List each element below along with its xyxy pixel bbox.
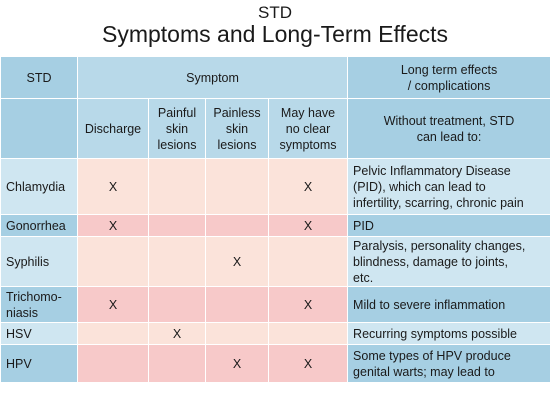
table-row: Syphilis X Paralysis, personality changes,…: [0, 236, 550, 287]
effect-line: Mild to severe inflammation: [353, 297, 506, 312]
header-effects-sub-line1: Without treatment, STD: [383, 113, 515, 128]
header-effects-sub-line2: can lead to:: [416, 129, 482, 144]
header-col-line: Painful: [157, 105, 197, 120]
std-name-cell: HPV: [0, 344, 78, 383]
std-name-cell: Trichomo-niasis: [0, 286, 78, 323]
effect-cell: Recurring symptoms possible: [347, 322, 550, 345]
header-std-blank: [0, 98, 78, 159]
table-row: HSV X Recurring symptoms possible: [0, 322, 550, 345]
effect-text: Pelvic Inflammatory Disease (PID), which …: [353, 163, 546, 211]
std-name: Gonorrhea: [6, 218, 66, 233]
header-col-line: skin: [225, 121, 249, 136]
header-effects-line2: / complications: [407, 78, 491, 93]
effect-cell: PID: [347, 214, 550, 237]
header-col-painless: Painless skin lesions: [205, 98, 269, 159]
symptom-cell-discharge: X: [77, 158, 149, 215]
header-row-2: Discharge Painful skin lesions Painless ski…: [0, 98, 550, 159]
header-effects-line1: Long term effects: [400, 62, 498, 77]
symptom-cell-noclear: X: [267, 344, 349, 383]
symptom-cell-painful: [148, 344, 206, 383]
effect-text: PID: [353, 218, 546, 234]
symptom-cell-painful: [148, 214, 206, 237]
effect-line: blindness, damage to joints,: [353, 254, 509, 269]
header-col-line: lesions: [157, 137, 197, 152]
table-row: Gonorrhea X X PID: [0, 214, 550, 237]
header-col-line: lesions: [217, 137, 257, 152]
header-col-line: symptoms: [279, 137, 337, 152]
symptom-cell-painful: [148, 158, 206, 215]
effect-line: Recurring symptoms possible: [353, 326, 517, 341]
std-name: niasis: [6, 305, 38, 320]
symptom-cell-discharge: X: [77, 286, 149, 323]
symptom-cell-discharge: X: [77, 214, 149, 237]
std-name: HSV: [6, 326, 32, 341]
table-row: Chlamydia X X Pelvic Inflammatory Disease (P…: [0, 158, 550, 215]
effect-line: genital warts; may lead to: [353, 364, 495, 379]
symptom-cell-discharge: [77, 322, 149, 345]
effect-line: Some types of HPV produce: [353, 348, 511, 363]
page-supertitle: STD: [258, 3, 292, 22]
effect-line: Paralysis, personality changes,: [353, 238, 526, 253]
header-std: STD: [0, 56, 78, 99]
header-col-line: skin: [165, 121, 189, 136]
page-title: Symptoms and Long-Term Effects: [102, 21, 448, 47]
header-col-line: Discharge: [84, 121, 142, 136]
symptom-cell-noclear: X: [267, 214, 349, 237]
symptom-cell-noclear: X: [267, 158, 349, 215]
table-row: HPV X X Some types of HPV produce genital wa…: [0, 344, 550, 383]
symptom-cell-painless: X: [205, 236, 269, 287]
symptom-cell-noclear: [267, 322, 349, 345]
header-effects: Long term effects / complications: [347, 56, 550, 99]
header-col-line: no clear: [285, 121, 331, 136]
header-col-painful: Painful skin lesions: [148, 98, 206, 159]
std-table: STD Symptom Long term effects / complica…: [0, 56, 550, 383]
effect-cell: Mild to severe inflammation: [347, 286, 550, 323]
effect-text: Some types of HPV produce genital warts; …: [353, 348, 546, 380]
std-name: Chlamydia: [6, 179, 66, 194]
effect-cell: Pelvic Inflammatory Disease (PID), which …: [347, 158, 550, 215]
effect-line: PID: [353, 218, 374, 233]
symptom-cell-discharge: [77, 344, 149, 383]
effect-line: infertility, scarring, chronic pain: [353, 195, 524, 210]
symptom-cell-painless: X: [205, 344, 269, 383]
symptom-cell-noclear: [267, 236, 349, 287]
std-name: HPV: [6, 356, 32, 371]
std-name-cell: HSV: [0, 322, 78, 345]
effect-line: etc.: [353, 270, 374, 285]
symptom-cell-painless: [205, 322, 269, 345]
std-name-cell: Chlamydia: [0, 158, 78, 215]
symptom-cell-painless: [205, 214, 269, 237]
header-symptom: Symptom: [76, 56, 349, 99]
symptom-cell-painful: X: [148, 322, 206, 345]
effect-text: Mild to severe inflammation: [353, 297, 546, 313]
std-name: Trichomo-: [6, 289, 62, 304]
effect-line: (PID), which can lead to: [353, 179, 486, 194]
std-name: Syphilis: [6, 254, 50, 269]
header-col-line: May have: [280, 105, 336, 120]
header-effects-sub: Without treatment, STD can lead to:: [347, 98, 550, 159]
effect-text: Recurring symptoms possible: [353, 326, 546, 342]
std-name-cell: Syphilis: [0, 236, 78, 287]
std-name-cell: Gonorrhea: [0, 214, 78, 237]
symptom-cell-painful: [148, 286, 206, 323]
symptom-cell-discharge: [77, 236, 149, 287]
symptom-cell-painless: [205, 286, 269, 323]
effect-text: Paralysis, personality changes, blindness…: [353, 238, 546, 286]
header-col-line: Painless: [213, 105, 261, 120]
effect-cell: Paralysis, personality changes, blindness…: [347, 236, 550, 287]
header-row-1: STD Symptom Long term effects / complica…: [0, 56, 550, 99]
header-col-discharge: Discharge: [77, 98, 149, 159]
table-row: Trichomo-niasis X X Mild to severe inflamma…: [0, 286, 550, 323]
symptom-cell-painless: [205, 158, 269, 215]
symptom-cell-noclear: X: [267, 286, 349, 323]
effect-line: Pelvic Inflammatory Disease: [353, 163, 511, 178]
header-col-no-clear: May have no clear symptoms: [267, 98, 349, 159]
effect-cell: Some types of HPV produce genital warts; …: [347, 344, 550, 383]
symptom-cell-painful: [148, 236, 206, 287]
